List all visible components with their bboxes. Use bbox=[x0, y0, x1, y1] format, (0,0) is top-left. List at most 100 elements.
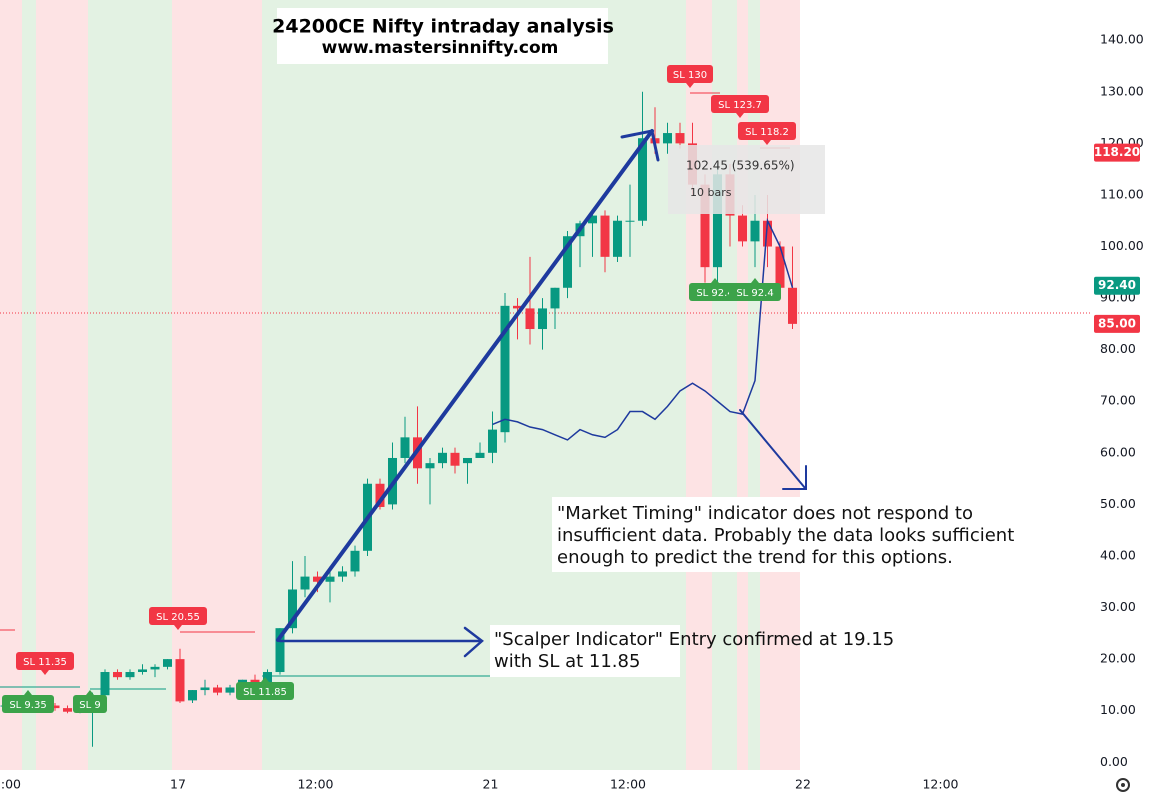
candle-body bbox=[138, 669, 147, 673]
candle-body bbox=[163, 659, 172, 667]
sl-label-pointer bbox=[711, 278, 719, 283]
y-tick-label: 110.00 bbox=[1100, 186, 1144, 201]
sl-label-box bbox=[711, 95, 769, 113]
candle-body bbox=[713, 174, 722, 268]
candle-body bbox=[788, 287, 797, 324]
candle-body bbox=[463, 457, 472, 464]
price-tag-label: 92.40 bbox=[1098, 278, 1136, 292]
settings-icon[interactable] bbox=[1116, 778, 1130, 792]
note-line: "Scalper Indicator" Entry confirmed at 1… bbox=[494, 629, 894, 650]
y-tick-label: 50.00 bbox=[1100, 496, 1136, 511]
candle-body bbox=[550, 287, 560, 309]
candle-body bbox=[475, 452, 485, 458]
subtitle: www.mastersinnifty.com bbox=[322, 38, 559, 58]
sl-label: SL 92.4 bbox=[696, 288, 733, 299]
candle-body bbox=[675, 133, 685, 144]
price-tag bbox=[1094, 314, 1140, 333]
sl-label: SL 130 bbox=[673, 70, 707, 81]
sl-label-box bbox=[2, 695, 54, 713]
candle-body bbox=[325, 576, 335, 582]
sl-label: SL 92.4 bbox=[736, 288, 773, 299]
candle-body bbox=[538, 308, 547, 330]
candle-body bbox=[563, 236, 572, 288]
candle-body bbox=[50, 705, 60, 709]
candle-body bbox=[513, 305, 522, 309]
x-tick-label: 12:00 bbox=[610, 777, 646, 792]
hand-arrows bbox=[276, 129, 807, 658]
candle-body bbox=[200, 687, 210, 691]
sl-label-box bbox=[236, 682, 294, 700]
sl-label-box bbox=[667, 65, 713, 83]
x-tick-label: 22 bbox=[795, 777, 811, 792]
candle-body bbox=[263, 672, 272, 685]
candle-body bbox=[450, 452, 460, 466]
sl-label-pointer bbox=[763, 140, 771, 145]
candle-body bbox=[100, 672, 110, 696]
candle-body bbox=[288, 589, 297, 629]
x-tick-label: 12:00 bbox=[297, 777, 333, 792]
candle-body bbox=[150, 666, 160, 670]
sl-label-box bbox=[729, 283, 781, 301]
candle-body bbox=[300, 576, 310, 590]
y-tick-label: 100.00 bbox=[1100, 238, 1144, 253]
candle-body bbox=[750, 220, 760, 242]
candle-body bbox=[338, 571, 347, 577]
title: 24200CE Nifty intraday analysis bbox=[272, 16, 614, 38]
sl-label-pointer bbox=[736, 113, 744, 118]
y-tick-label: 70.00 bbox=[1100, 393, 1136, 408]
candle-body bbox=[313, 576, 322, 582]
candle-body bbox=[175, 659, 185, 702]
note-line: "Market Timing" indicator does not respo… bbox=[557, 503, 973, 524]
sl-label-pointer bbox=[24, 690, 32, 695]
sl-label: SL 11.35 bbox=[23, 657, 67, 668]
sl-label-box bbox=[149, 607, 207, 625]
y-tick-label: 60.00 bbox=[1100, 444, 1136, 459]
sl-label: SL 9.35 bbox=[9, 700, 46, 711]
sl-label: SL 20.55 bbox=[156, 612, 200, 623]
note-line: insufficient data. Probably the data loo… bbox=[557, 525, 1014, 546]
sl-label: SL 118.2 bbox=[745, 127, 789, 138]
candle-body bbox=[763, 220, 772, 247]
candle-body bbox=[350, 550, 360, 572]
title-box bbox=[277, 8, 608, 64]
y-tick-label: 80.00 bbox=[1100, 341, 1136, 356]
sl-label: SL 9 bbox=[79, 700, 100, 711]
candle-body bbox=[425, 463, 435, 469]
candle-body bbox=[438, 452, 447, 464]
price-tag-label: 118.20 bbox=[1094, 145, 1140, 159]
y-tick-label: 30.00 bbox=[1100, 599, 1136, 614]
candle-body bbox=[700, 184, 710, 268]
sl-label-pointer bbox=[174, 625, 182, 630]
sl-label-box bbox=[16, 652, 74, 670]
candle-body bbox=[613, 220, 622, 257]
candle-body bbox=[275, 628, 285, 673]
candle-body bbox=[588, 215, 597, 224]
sl-label-pointer bbox=[41, 670, 49, 675]
candle-body bbox=[625, 220, 635, 222]
x-tick-label: 21 bbox=[483, 777, 499, 792]
candle-body bbox=[738, 215, 747, 242]
candle-body bbox=[638, 138, 647, 221]
candle-body bbox=[225, 687, 235, 693]
y-tick-label: 20.00 bbox=[1100, 651, 1136, 666]
candle-body bbox=[188, 690, 197, 701]
sl-label-box bbox=[689, 283, 741, 301]
candle-body bbox=[63, 708, 72, 712]
sl-label: SL 123.7 bbox=[718, 100, 762, 111]
candle-body bbox=[400, 437, 410, 458]
candle-body bbox=[600, 215, 610, 257]
x-tick-label: 12:00 bbox=[922, 777, 958, 792]
candle-body bbox=[125, 672, 135, 678]
price-tag-label: 85.00 bbox=[1098, 316, 1136, 330]
sl-label: SL 11.85 bbox=[243, 687, 287, 698]
y-tick-label: 0.00 bbox=[1100, 754, 1128, 769]
sl-label-pointer bbox=[751, 278, 759, 283]
candle-body bbox=[375, 483, 385, 507]
candle-body bbox=[113, 672, 122, 678]
indicator-line bbox=[492, 217, 794, 441]
measure-bars: 10 bars bbox=[690, 186, 732, 199]
candle-body bbox=[663, 133, 672, 144]
candle-body bbox=[525, 308, 535, 330]
